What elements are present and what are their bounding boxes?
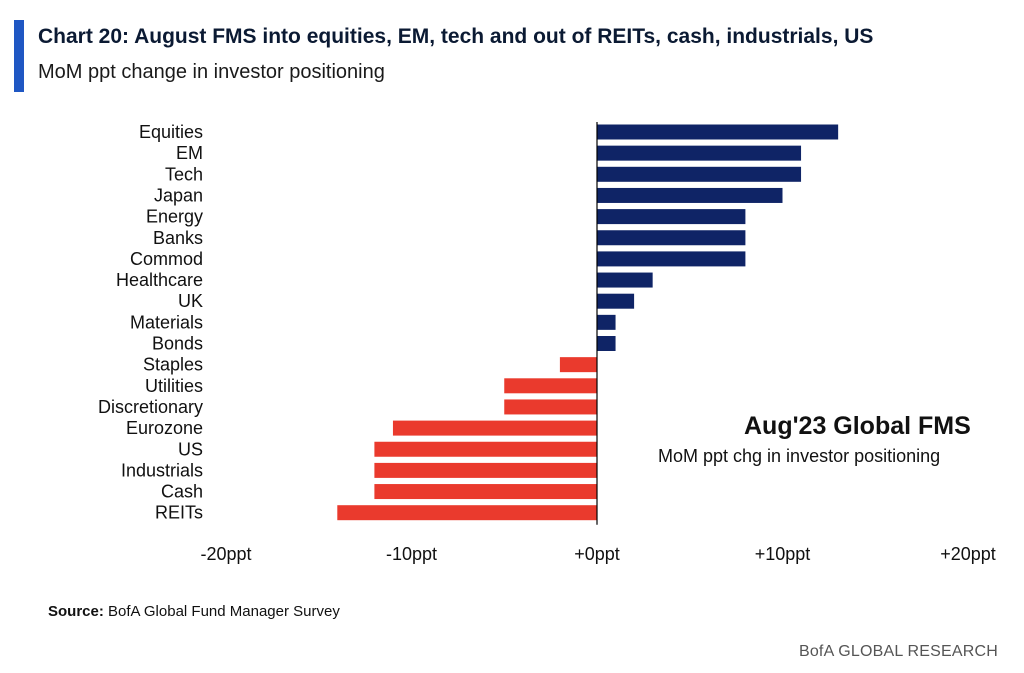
category-label-energy: Energy [146, 207, 203, 227]
category-label-eurozone: Eurozone [126, 418, 203, 438]
bar-staples [559, 357, 597, 373]
bar-equities [597, 124, 839, 140]
chart-title: Chart 20: August FMS into equities, EM, … [38, 25, 874, 48]
bar-banks [597, 230, 746, 246]
bar-materials [597, 314, 616, 330]
source-note: Source: BofA Global Fund Manager Survey [48, 603, 340, 620]
category-label-materials: Materials [130, 312, 203, 332]
category-label-us: US [178, 439, 203, 459]
category-label-japan: Japan [154, 185, 203, 205]
source-label: Source: [48, 603, 104, 620]
bar-utilities [504, 378, 597, 394]
source-text: BofA Global Fund Manager Survey [108, 603, 340, 620]
bar-reits [337, 505, 597, 521]
category-label-equities: Equities [139, 122, 203, 142]
bar-eurozone [392, 420, 597, 436]
title-accent-bar [14, 20, 24, 92]
category-label-utilities: Utilities [145, 376, 203, 396]
category-label-industrials: Industrials [121, 460, 203, 480]
category-label-cash: Cash [161, 482, 203, 502]
bar-energy [597, 209, 746, 225]
x-tick-label: +20ppt [940, 544, 996, 564]
x-tick-label: +0ppt [574, 544, 620, 564]
bar-healthcare [597, 272, 653, 288]
category-label-discretionary: Discretionary [98, 397, 203, 417]
category-label-tech: Tech [165, 164, 203, 184]
bar-us [374, 441, 597, 457]
x-tick-label: -10ppt [386, 544, 437, 564]
annotation-title: Aug'23 Global FMS [744, 412, 971, 440]
category-label-bonds: Bonds [152, 334, 203, 354]
brand-label: BofA GLOBAL RESEARCH [798, 643, 998, 660]
bar-em [597, 145, 802, 161]
bar-japan [597, 187, 783, 203]
annotation-subtitle: MoM ppt chg in investor positioning [658, 446, 941, 466]
category-label-banks: Banks [153, 228, 203, 248]
x-tick-label: +10ppt [755, 544, 811, 564]
bar-cash [374, 484, 597, 500]
bar-industrials [374, 462, 597, 478]
x-tick-label: -20ppt [200, 544, 251, 564]
chart-subtitle: MoM ppt change in investor positioning [38, 61, 385, 83]
category-label-em: EM [176, 143, 203, 163]
bar-discretionary [504, 399, 597, 415]
bar-commod [597, 251, 746, 267]
category-label-staples: Staples [143, 355, 203, 375]
category-label-uk: UK [178, 291, 203, 311]
category-label-reits: REITs [155, 503, 203, 523]
category-label-commod: Commod [130, 249, 203, 269]
bar-uk [597, 293, 635, 309]
category-label-healthcare: Healthcare [116, 270, 203, 290]
bar-tech [597, 166, 802, 182]
bar-bonds [597, 336, 616, 351]
